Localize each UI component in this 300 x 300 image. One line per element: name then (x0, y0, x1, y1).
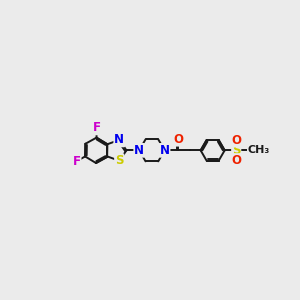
Text: N: N (160, 144, 170, 157)
Text: O: O (231, 154, 241, 167)
Text: S: S (115, 154, 124, 167)
Text: O: O (231, 134, 241, 147)
Text: CH₃: CH₃ (248, 145, 270, 155)
Text: O: O (173, 133, 184, 146)
Text: F: F (93, 122, 101, 134)
Text: S: S (232, 144, 241, 157)
Text: N: N (134, 144, 144, 157)
Text: F: F (73, 155, 81, 168)
Text: N: N (114, 134, 124, 146)
